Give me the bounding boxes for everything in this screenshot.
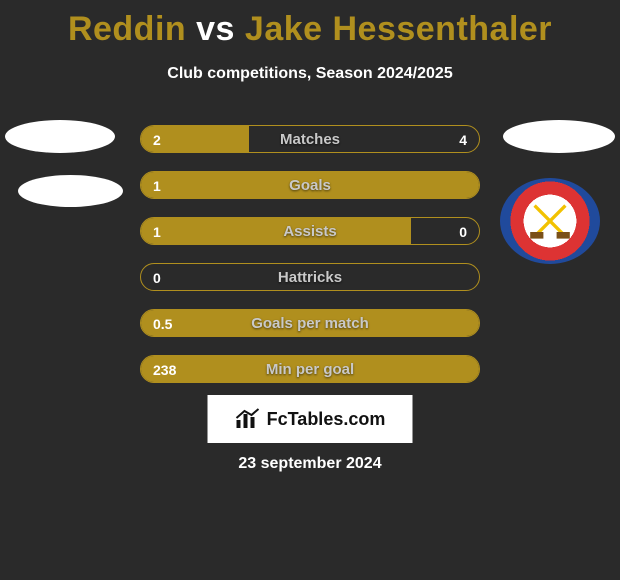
stat-row: 0.5Goals per match [140,309,480,337]
player1-club-badge-placeholder [18,175,123,207]
date: 23 september 2024 [0,455,620,473]
player1-badge-placeholder [5,120,115,153]
watermark: FcTables.com [208,395,413,443]
subtitle: Club competitions, Season 2024/2025 [0,65,620,83]
stat-label: Assists [141,218,479,244]
stat-label: Min per goal [141,356,479,382]
vs-text: vs [196,10,235,48]
player2-badge-placeholder [503,120,615,153]
stats-bars: 24Matches 1Goals 10Assists 0Hattricks 0.5Goa… [140,125,480,401]
watermark-chart-icon [235,408,261,430]
player1-name: Reddin [68,10,186,48]
stat-row: 238Min per goal [140,355,480,383]
stat-row: 0Hattricks [140,263,480,291]
player2-name: Jake Hessenthaler [245,10,552,48]
comparison-title: Reddin vs Jake Hessenthaler [0,0,620,49]
watermark-text: FcTables.com [267,409,386,430]
stat-row: 24Matches [140,125,480,153]
stat-label: Goals [141,172,479,198]
player2-club-badge [500,178,600,264]
stat-label: Matches [141,126,479,152]
stat-row: 10Assists [140,217,480,245]
club-crest-icon [528,199,572,243]
stat-row: 1Goals [140,171,480,199]
stat-label: Goals per match [141,310,479,336]
stat-label: Hattricks [141,264,479,290]
